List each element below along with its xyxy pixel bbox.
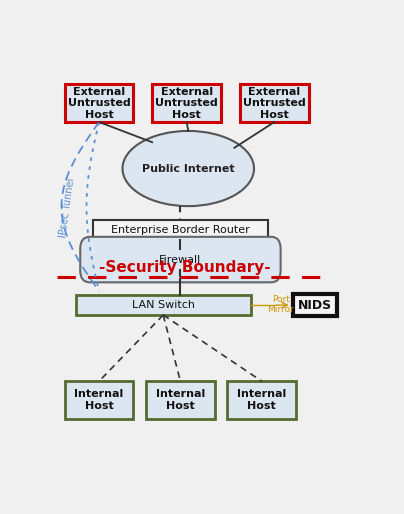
FancyBboxPatch shape [76,295,251,315]
Text: -Security Boundary-: -Security Boundary- [99,261,271,276]
FancyBboxPatch shape [293,294,337,316]
FancyBboxPatch shape [227,381,296,419]
Text: NIDS: NIDS [298,299,332,311]
Text: Port
Mirror: Port Mirror [267,295,294,314]
Text: External
Untrusted
Host: External Untrusted Host [155,87,218,120]
Text: Firewall: Firewall [159,254,202,265]
FancyBboxPatch shape [93,220,268,240]
Text: Internal
Host: Internal Host [237,389,286,411]
FancyBboxPatch shape [146,381,215,419]
FancyBboxPatch shape [80,237,281,282]
Text: LAN Switch: LAN Switch [132,300,195,310]
FancyBboxPatch shape [65,381,133,419]
Text: Public Internet: Public Internet [142,163,235,174]
FancyBboxPatch shape [152,84,221,122]
Ellipse shape [122,131,254,206]
Text: IPsec Tunnel: IPsec Tunnel [59,178,77,238]
Text: External
Untrusted
Host: External Untrusted Host [243,87,306,120]
Text: Internal
Host: Internal Host [74,389,124,411]
FancyBboxPatch shape [240,84,309,122]
FancyBboxPatch shape [65,84,133,122]
Text: External
Untrusted
Host: External Untrusted Host [67,87,130,120]
Text: Internal
Host: Internal Host [156,389,205,411]
Text: Enterprise Border Router: Enterprise Border Router [111,225,250,235]
